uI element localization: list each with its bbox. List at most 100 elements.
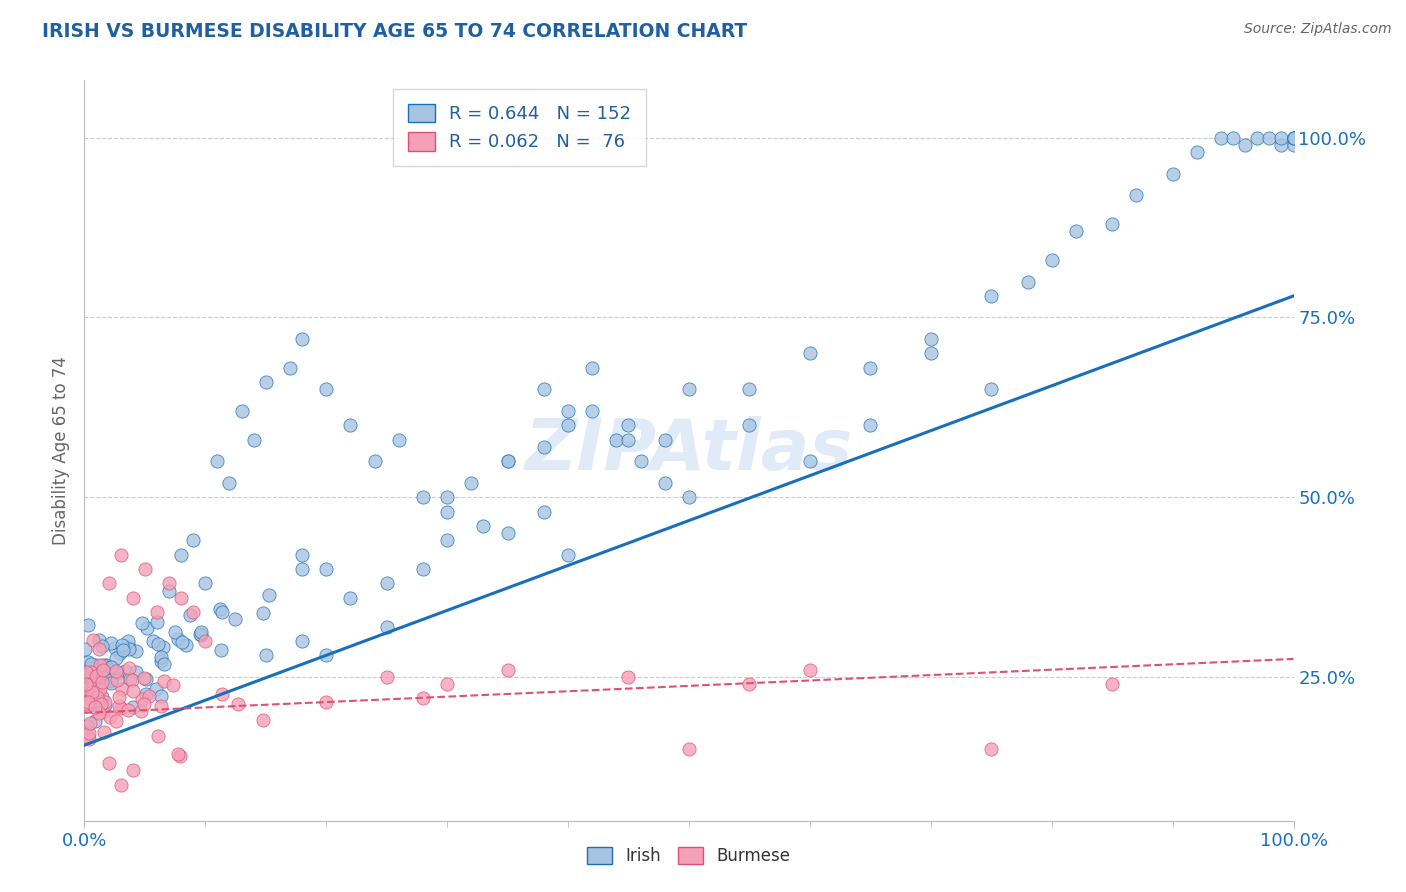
Point <box>153 657 176 671</box>
Point <box>170 591 193 605</box>
Point <box>114 664 136 678</box>
Point <box>131 692 153 706</box>
Point <box>75 676 97 690</box>
Point <box>157 576 180 591</box>
Point <box>194 634 217 648</box>
Point <box>252 713 274 727</box>
Point <box>533 440 555 454</box>
Point <box>80 685 103 699</box>
Point <box>82 632 104 647</box>
Point <box>146 730 169 744</box>
Point <box>496 454 519 468</box>
Point <box>363 454 385 468</box>
Point <box>77 726 100 740</box>
Point <box>100 673 122 688</box>
Point <box>980 383 1002 397</box>
Point <box>257 588 280 602</box>
Point <box>100 660 122 674</box>
Point <box>654 433 676 447</box>
Point <box>91 639 114 653</box>
Point <box>181 533 204 548</box>
Point <box>496 454 519 468</box>
Point <box>1234 138 1257 153</box>
Point <box>1209 130 1232 145</box>
Point <box>80 661 103 675</box>
Point <box>75 678 97 692</box>
Point <box>617 670 640 684</box>
Point <box>211 687 233 701</box>
Point <box>90 697 112 711</box>
Point <box>162 678 184 692</box>
Point <box>920 346 942 360</box>
Point <box>96 658 118 673</box>
Legend: Irish, Burmese: Irish, Burmese <box>581 840 797 871</box>
Point <box>1282 130 1305 145</box>
Point <box>146 605 169 619</box>
Point <box>108 690 131 704</box>
Point <box>82 676 104 690</box>
Point <box>1185 145 1208 160</box>
Point <box>181 605 204 619</box>
Point <box>533 504 555 518</box>
Point <box>980 289 1002 303</box>
Point <box>169 748 191 763</box>
Point <box>218 475 240 490</box>
Point <box>190 626 212 640</box>
Point <box>254 375 277 389</box>
Point <box>131 616 153 631</box>
Point <box>980 741 1002 756</box>
Point <box>84 669 107 683</box>
Point <box>91 705 114 719</box>
Point <box>190 628 212 642</box>
Point <box>605 433 627 447</box>
Point <box>1101 217 1123 231</box>
Point <box>339 591 361 605</box>
Point <box>89 657 111 672</box>
Point <box>291 634 314 648</box>
Point <box>98 709 121 723</box>
Point <box>108 646 131 660</box>
Point <box>617 418 640 433</box>
Point <box>80 675 103 690</box>
Point <box>86 693 108 707</box>
Point <box>118 640 141 655</box>
Point <box>80 695 103 709</box>
Point <box>167 747 190 762</box>
Point <box>315 383 337 397</box>
Point <box>1064 224 1087 238</box>
Point <box>224 612 246 626</box>
Point <box>533 383 555 397</box>
Point <box>87 641 110 656</box>
Point <box>581 360 603 375</box>
Text: Source: ZipAtlas.com: Source: ZipAtlas.com <box>1244 22 1392 37</box>
Point <box>630 454 652 468</box>
Point <box>80 665 103 680</box>
Point <box>83 699 105 714</box>
Point <box>96 669 118 683</box>
Point <box>104 641 127 656</box>
Point <box>87 676 110 690</box>
Point <box>1270 130 1292 145</box>
Point <box>98 673 121 688</box>
Point <box>111 643 134 657</box>
Point <box>82 680 104 694</box>
Point <box>135 621 157 635</box>
Point <box>73 687 96 701</box>
Point <box>859 360 882 375</box>
Point <box>150 689 173 703</box>
Point <box>134 562 156 576</box>
Point <box>97 576 120 591</box>
Text: ZIPAtlas: ZIPAtlas <box>524 416 853 485</box>
Point <box>97 756 120 771</box>
Point <box>104 714 127 728</box>
Point <box>73 665 96 679</box>
Point <box>79 691 101 706</box>
Point <box>77 731 100 746</box>
Point <box>170 635 193 649</box>
Point <box>1282 130 1305 145</box>
Point <box>117 634 139 648</box>
Point <box>472 519 495 533</box>
Point <box>121 673 143 688</box>
Point <box>125 665 148 679</box>
Point <box>122 684 145 698</box>
